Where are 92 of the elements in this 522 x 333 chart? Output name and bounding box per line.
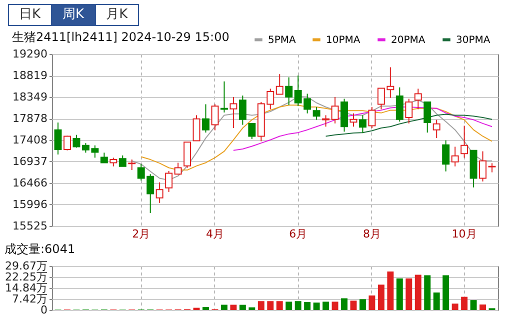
candlestick: [460, 125, 468, 158]
bar: [414, 274, 422, 310]
candlestick: [128, 159, 136, 171]
bar: [406, 278, 412, 310]
bar: [470, 300, 477, 310]
y-tick-label: 18349: [12, 90, 48, 104]
bar: [350, 300, 357, 310]
candlestick: [432, 119, 440, 139]
bar: [452, 304, 458, 310]
candlestick: [424, 101, 432, 134]
y-tick-label: 15996: [12, 198, 48, 211]
x-tick-label: 2月: [132, 228, 150, 240]
candlestick: [100, 152, 108, 164]
bar: [267, 301, 274, 310]
x-tick-label: 6月: [289, 228, 308, 240]
y-tick-label: 16937: [12, 154, 48, 168]
chart-title: 生猪2411[lh2411] 2024-10-29 15:00: [12, 30, 230, 44]
bar: [304, 302, 311, 310]
candlestick: [202, 104, 210, 134]
y-tick-label: 15525: [12, 220, 48, 232]
candlestick: [350, 112, 358, 128]
bar: [396, 278, 403, 310]
candlestick: [396, 86, 404, 122]
candlestick: [488, 162, 496, 173]
bar: [387, 271, 394, 310]
legend-label: 5PMA: [268, 34, 296, 46]
bar: [480, 304, 486, 310]
candlestick: [368, 106, 376, 129]
y-tick-label: 0: [40, 304, 48, 316]
bar: [248, 307, 256, 310]
candlestick: [322, 114, 330, 128]
chart-title: 成交量:6041: [4, 242, 76, 256]
candlestick: [192, 114, 200, 142]
bar: [276, 301, 283, 310]
candlestick: [358, 114, 366, 134]
bar: [286, 302, 292, 310]
bar: [220, 304, 228, 310]
candlestick: [64, 135, 71, 151]
candlestick: [414, 88, 422, 110]
y-tick-label: 29.67万: [5, 260, 48, 272]
y-tick-label: 17408: [12, 133, 48, 146]
x-tick-label: 8月: [362, 228, 381, 240]
y-tick-label: 17878: [12, 112, 48, 126]
legend-label: 10PMA: [326, 34, 360, 46]
bar: [230, 304, 237, 310]
tab: 周K: [52, 4, 96, 26]
candlestick: [165, 170, 173, 192]
bar: [239, 304, 246, 310]
candlestick: [285, 76, 293, 106]
candlestick: [276, 74, 284, 95]
legend-label: 30PMA: [456, 34, 490, 46]
bar: [368, 295, 376, 310]
candlestick: [451, 146, 459, 167]
bar: [294, 301, 302, 310]
x-tick-label: 4月: [206, 228, 224, 240]
bar: [313, 302, 320, 310]
bar: [433, 292, 440, 310]
bar: [461, 296, 468, 310]
bar: [258, 301, 264, 310]
candlestick: [238, 95, 246, 126]
y-tick-label: 16466: [12, 176, 48, 190]
y-tick-label: 18819: [12, 69, 48, 82]
y-tick-label: 14.84万: [5, 281, 48, 294]
y-tick-label: 19290: [12, 48, 48, 60]
candlestick: [211, 104, 219, 131]
candlestick: [54, 122, 62, 156]
candlestick: [312, 106, 320, 120]
candlestick: [331, 96, 339, 124]
y-tick-label: 7.42万: [12, 292, 48, 306]
legend-label: 20PMA: [391, 34, 426, 46]
candlestick: [156, 182, 164, 204]
candlestick: [248, 122, 256, 140]
y-tick-label: 22.25万: [5, 270, 48, 284]
candlestick: [405, 98, 413, 124]
candlestick: [72, 134, 80, 148]
bar: [202, 307, 209, 310]
bar: [424, 275, 431, 310]
candlestick: [184, 142, 192, 168]
bar: [442, 275, 450, 310]
bar: [332, 302, 338, 310]
candlestick: [479, 150, 486, 182]
tab: 日K: [8, 4, 52, 26]
bar: [322, 302, 330, 310]
candlestick: [220, 80, 228, 113]
bar: [378, 284, 384, 310]
candlestick: [442, 140, 450, 172]
x-tick-label: 10月: [452, 228, 477, 240]
bar: [359, 299, 366, 310]
bar: [341, 298, 348, 310]
tab: 月K: [95, 4, 139, 26]
candlestick: [230, 96, 238, 129]
candlestick: [118, 154, 126, 167]
